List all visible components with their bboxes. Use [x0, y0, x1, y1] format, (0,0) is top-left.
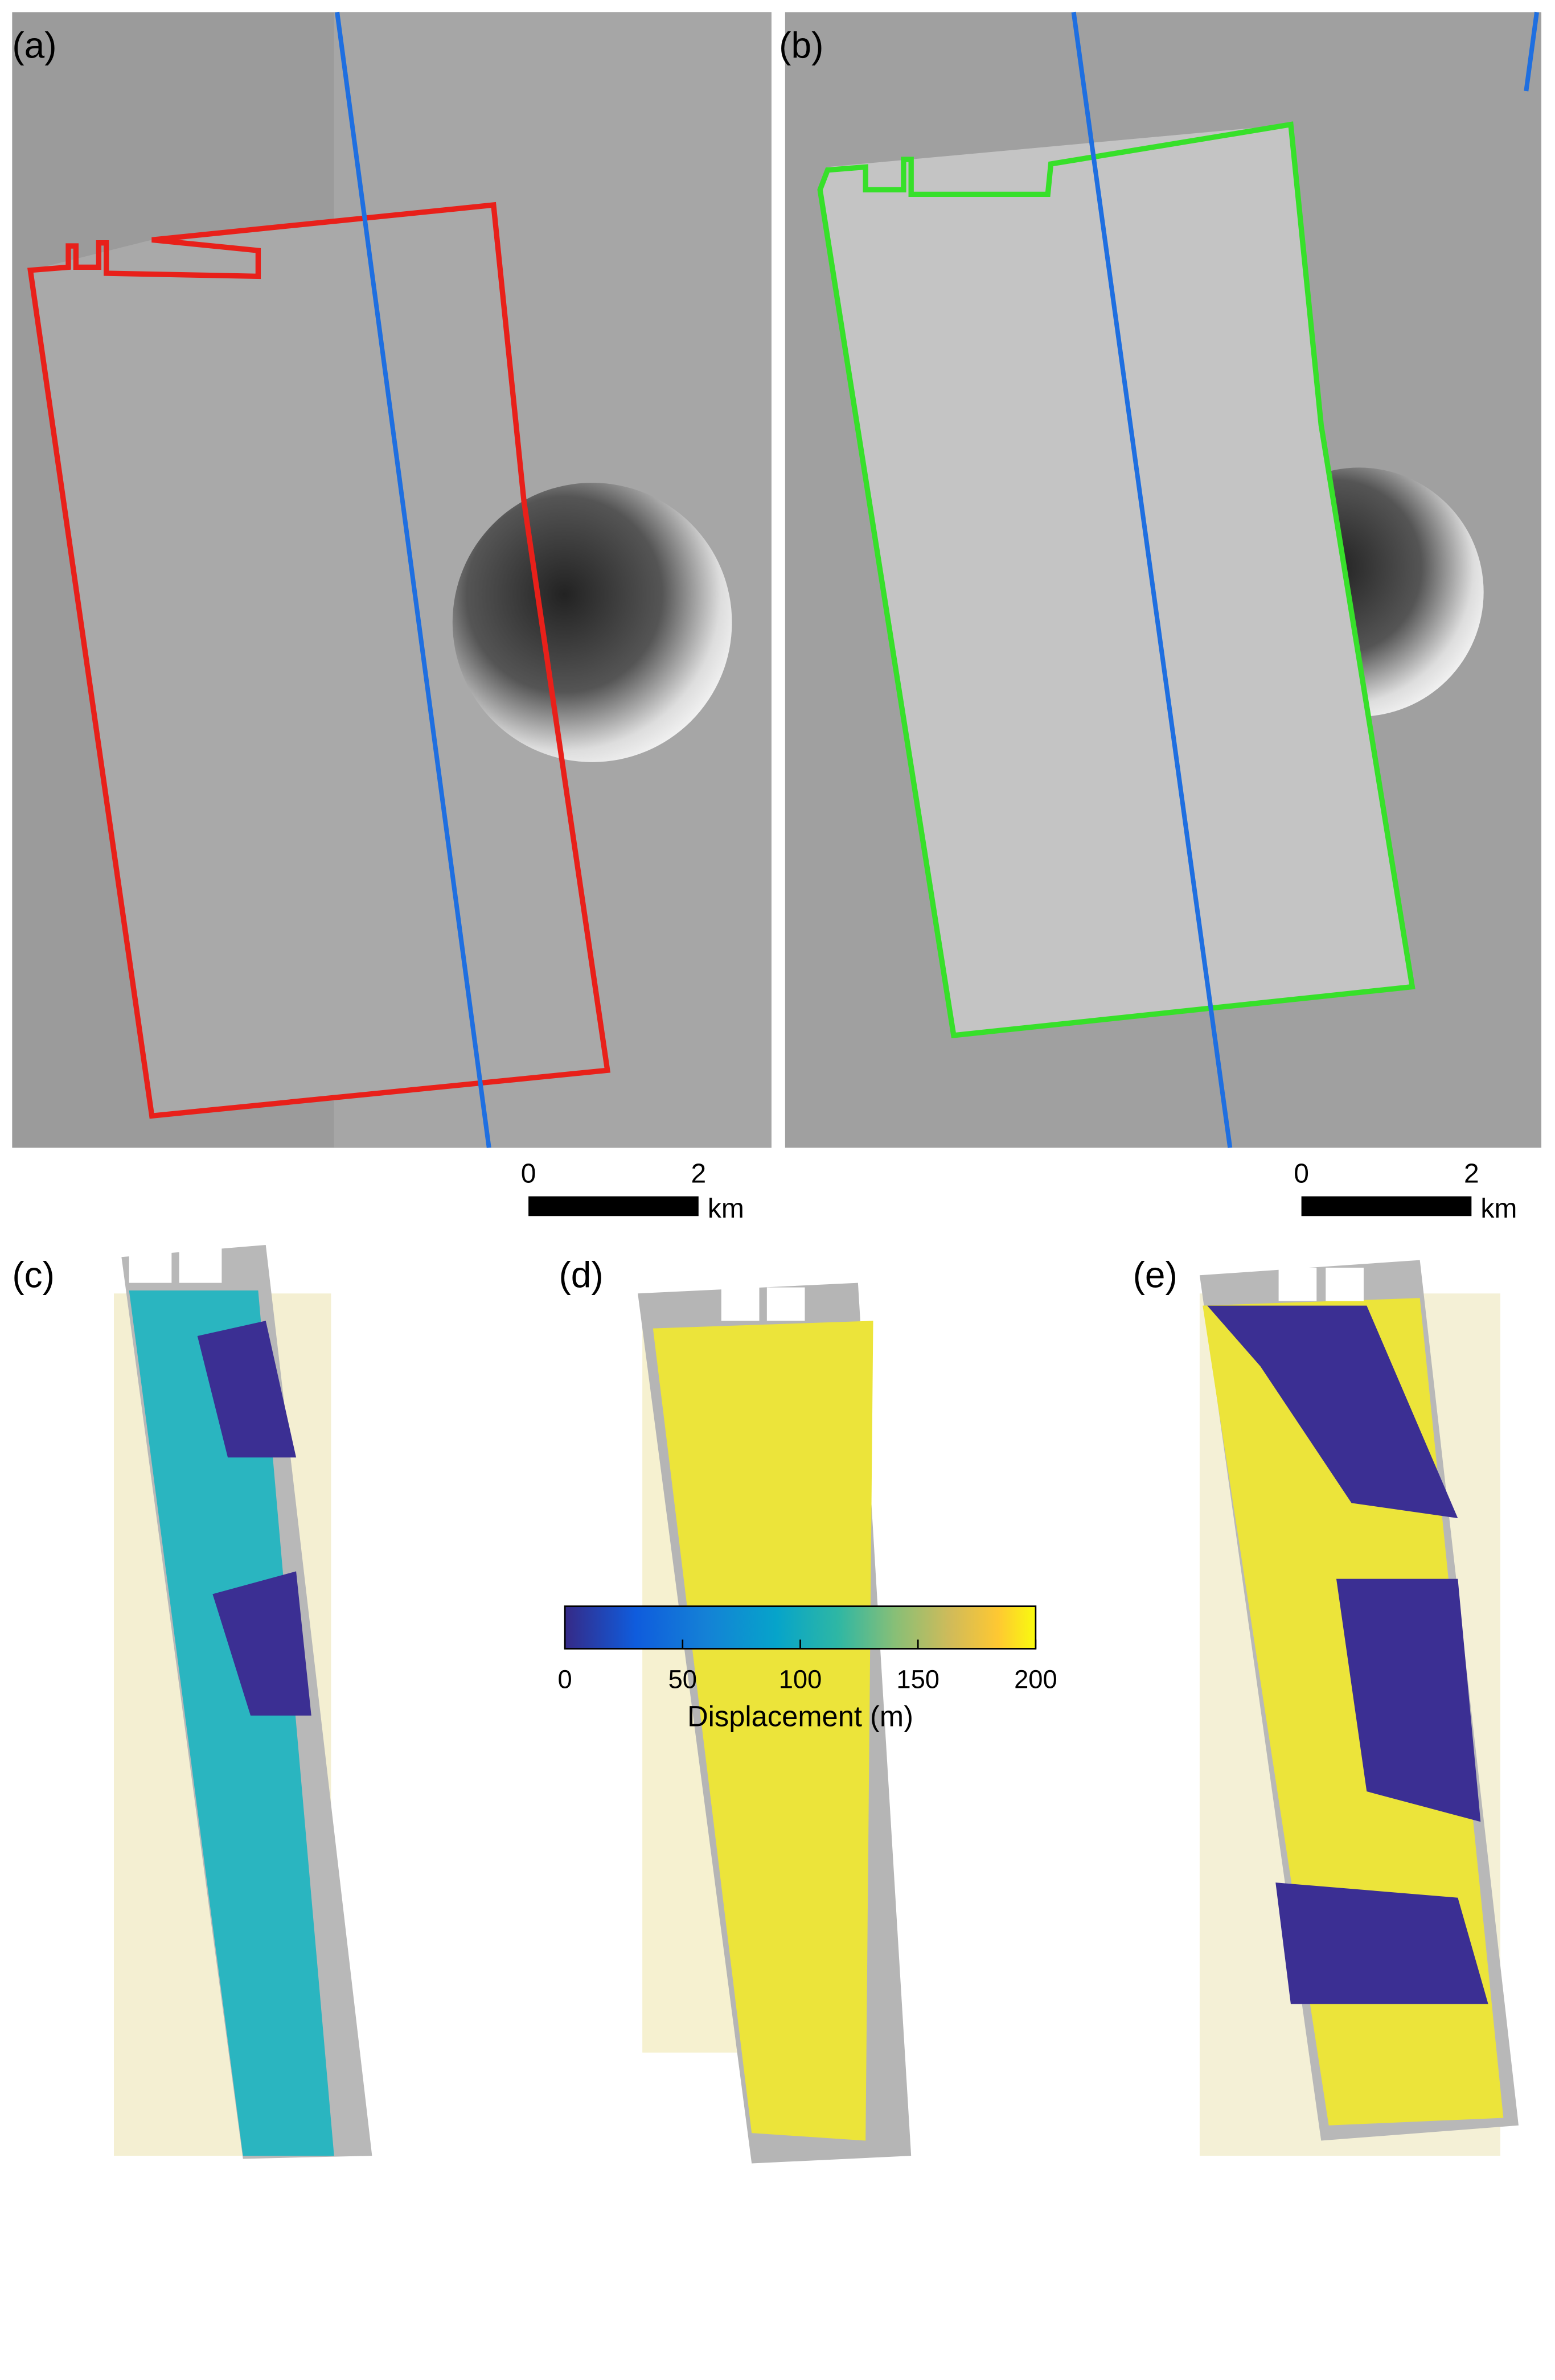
panel-label: (b)	[779, 24, 823, 65]
scale-tick-label: 0	[521, 1159, 536, 1189]
scale-tick-label: 2	[1464, 1159, 1479, 1189]
colorbar-tick-label: 200	[1014, 1665, 1057, 1694]
scale-bar	[528, 1196, 699, 1216]
panel-label: (e)	[1133, 1255, 1177, 1296]
colorbar-tick-label: 0	[558, 1665, 572, 1694]
scale-tick-label: 2	[691, 1159, 706, 1189]
scale-bar	[1301, 1196, 1472, 1216]
colorbar-tick-label: 150	[896, 1665, 939, 1694]
panel-label: (d)	[559, 1255, 603, 1296]
panel-a	[12, 11, 772, 1148]
panel-b	[785, 11, 1542, 1148]
colorbar-tick-label: 100	[779, 1665, 822, 1694]
panel-label: (a)	[12, 24, 56, 65]
panel-c	[114, 1244, 372, 2159]
panel-d	[638, 1283, 912, 2164]
colorbar-tick-label: 50	[668, 1665, 697, 1694]
scale-unit: km	[1480, 1194, 1517, 1224]
panel-label: (c)	[12, 1255, 55, 1296]
colorbar	[564, 1605, 1037, 1650]
scale-tick-label: 0	[1294, 1159, 1309, 1189]
panel-e	[1199, 1260, 1519, 2156]
colorbar-label: Displacement (m)	[687, 1700, 913, 1732]
scale-unit: km	[708, 1194, 744, 1224]
